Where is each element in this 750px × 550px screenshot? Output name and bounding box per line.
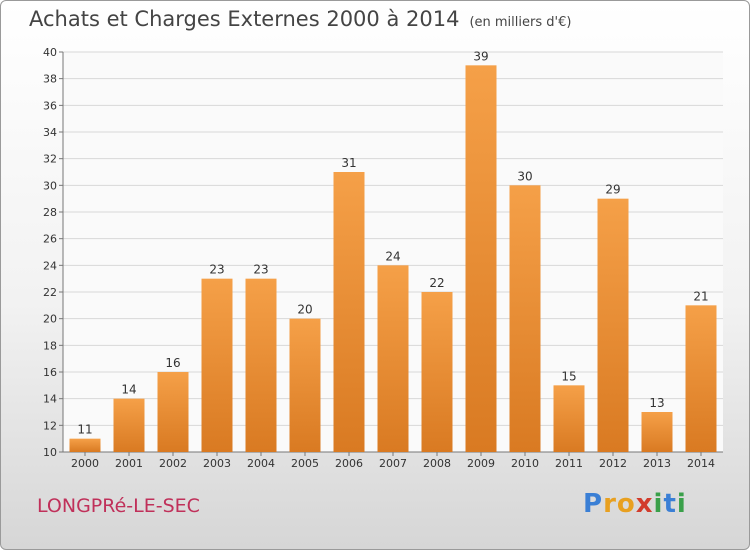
logo-letter: x [635,489,654,519]
x-tick-label: 2004 [247,457,275,470]
y-tick-label: 22 [43,286,57,299]
data-label: 29 [605,183,620,197]
y-tick-label: 12 [43,419,57,432]
data-label: 39 [473,49,488,63]
commune-name: LONGPRé-LE-SEC [37,495,200,517]
x-tick-label: 2012 [599,457,627,470]
bar [509,185,541,453]
logo-letter: i [676,489,687,519]
bar [685,305,717,452]
y-tick-label: 36 [43,99,57,112]
bar [289,318,321,452]
x-tick-label: 2006 [335,457,363,470]
bar [113,398,145,452]
chart-title: Achats et Charges Externes 2000 à 2014 [29,7,460,31]
x-tick-label: 2003 [203,457,231,470]
logo-letter: o [616,489,636,519]
data-label: 22 [429,276,444,290]
y-tick-label: 26 [43,233,57,246]
bar [69,438,101,452]
data-label: 24 [385,249,400,263]
data-label: 23 [209,263,224,277]
x-tick-label: 2005 [291,457,319,470]
data-label: 11 [77,423,92,437]
data-label: 15 [561,369,576,383]
logo-letter: t [663,489,677,519]
bar [641,412,673,452]
bar [333,172,365,452]
data-label: 30 [517,169,532,183]
logo-letter: r [603,489,617,519]
x-tick-label: 2011 [555,457,583,470]
bar [157,372,189,452]
y-tick-label: 30 [43,179,57,192]
y-tick-label: 32 [43,153,57,166]
y-tick-label: 14 [43,393,57,406]
y-tick-label: 40 [43,46,57,59]
x-tick-label: 2001 [115,457,143,470]
x-tick-label: 2009 [467,457,495,470]
data-label: 31 [341,156,356,170]
logo-letter: P [583,489,604,519]
y-tick-label: 20 [43,313,57,326]
y-tick-label: 38 [43,73,57,86]
data-label: 16 [165,356,180,370]
x-tick-label: 2013 [643,457,671,470]
bar [421,292,453,452]
x-tick-label: 2000 [71,457,99,470]
x-tick-label: 2007 [379,457,407,470]
bar [201,278,233,452]
data-label: 13 [649,396,664,410]
bar [377,265,409,452]
y-tick-label: 16 [43,366,57,379]
data-label: 23 [253,263,268,277]
y-tick-label: 34 [43,126,57,139]
y-tick-label: 18 [43,339,57,352]
bar [597,198,629,452]
data-label: 21 [693,289,708,303]
x-tick-label: 2008 [423,457,451,470]
bar [553,385,585,452]
chart-title-block: Achats et Charges Externes 2000 à 2014 (e… [29,7,571,31]
logo-letter: i [653,489,664,519]
data-label: 14 [121,383,136,397]
bar [245,278,277,452]
x-tick-label: 2010 [511,457,539,470]
x-tick-label: 2002 [159,457,187,470]
data-label: 20 [297,303,312,317]
proxiti-logo: Proxiti [583,489,687,519]
y-tick-label: 28 [43,206,57,219]
bar [465,65,497,452]
y-tick-label: 24 [43,259,57,272]
chart-subtitle: (en milliers d'€) [469,15,572,30]
x-tick-label: 2014 [687,457,715,470]
y-tick-label: 10 [43,446,57,459]
